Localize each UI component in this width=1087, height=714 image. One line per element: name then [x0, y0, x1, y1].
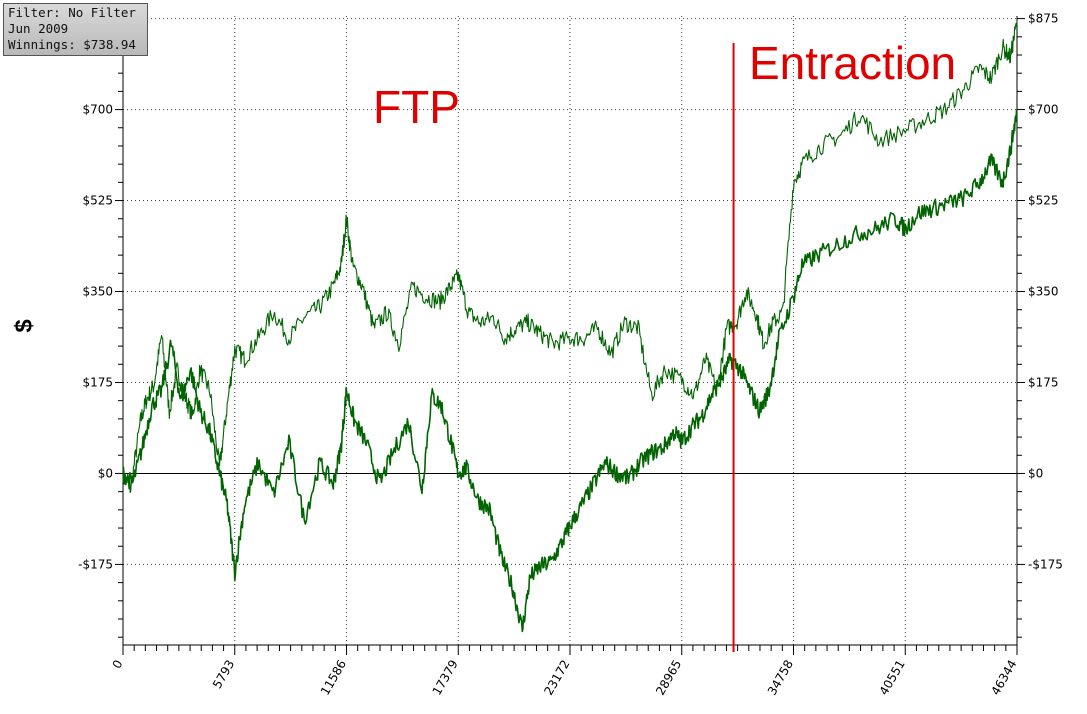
y-tick-label-right: -$175 [1028, 557, 1063, 571]
annotation-ftp: FTP [373, 81, 460, 133]
y-tick-label-right: $875 [1028, 12, 1059, 26]
series-line-1 [122, 21, 1018, 494]
x-tick-label: 17379 [430, 658, 461, 698]
y-tick-label-left: $0 [98, 466, 113, 480]
tick-labels: -$175 -$175 $0 $0 $175 $175 $350 $350 $525 $525 $7… [78, 12, 1063, 698]
x-tick-label: 0 [110, 658, 126, 672]
series-line-2 [122, 109, 1018, 633]
x-tick-label: 28965 [653, 658, 684, 698]
date-text: Jun 2009 [8, 21, 69, 36]
x-tick-label: 40551 [877, 658, 908, 698]
y-tick-label-right: $0 [1028, 466, 1043, 480]
axes [115, 16, 1025, 655]
y-tick-label-right: $525 [1028, 194, 1059, 208]
x-tick-label: 11586 [318, 658, 349, 698]
y-axis-label: $ [10, 319, 38, 333]
y-tick-label-right: $350 [1028, 285, 1059, 299]
y-tick-label-left: $175 [82, 375, 113, 389]
x-tick-label: 34758 [765, 658, 796, 698]
y-tick-label-right: $700 [1028, 103, 1059, 117]
x-tick-label: 46344 [988, 658, 1019, 698]
x-tick-label: 23172 [541, 658, 572, 698]
grid-lines [123, 16, 1017, 645]
y-tick-label-left: $700 [82, 103, 113, 117]
y-tick-label-left: $525 [82, 194, 113, 208]
series-lines [122, 21, 1018, 633]
y-tick-label-right: $175 [1028, 375, 1059, 389]
y-tick-label-left: -$175 [78, 557, 113, 571]
y-tick-label-left: $350 [82, 285, 113, 299]
annotation-entraction: Entraction [749, 37, 957, 89]
filter-info-box: Filter: No Filter Jun 2009 Winnings: $73… [3, 3, 148, 56]
winnings-text: Winnings: $738.94 [8, 37, 136, 52]
x-tick-label: 5793 [210, 658, 237, 691]
filter-text: Filter: No Filter [8, 5, 136, 20]
